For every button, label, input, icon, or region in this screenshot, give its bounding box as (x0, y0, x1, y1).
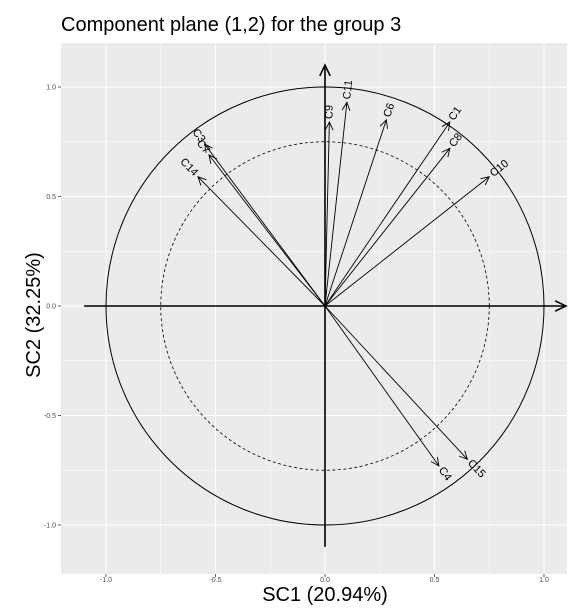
vector-c15-head (458, 450, 469, 461)
x-tick-label: 0.5 (430, 577, 440, 584)
chart-title: Component plane (1,2) for the group 3 (61, 14, 401, 36)
vector-c6: C6 (324, 102, 397, 307)
axis-ticks: -1.0 -0.5 0.0 0.5 1.0 -1.0 -0.5 0.0 0.5 1.0 (44, 85, 549, 585)
vector-label-c6: C6 (381, 102, 397, 119)
vector-c7-head (208, 154, 218, 164)
vector-c1-shaft (324, 121, 451, 307)
y-axis-title: SC2 (32.25%) (23, 252, 45, 378)
vector-label-c11: C11 (341, 79, 355, 100)
vector-c10-shaft (324, 176, 490, 307)
y-tick-label: 0.0 (46, 304, 56, 311)
x-tick-label: 0.0 (320, 577, 330, 584)
vector-c11-head (341, 101, 351, 111)
vector-c14-shaft (197, 176, 326, 307)
y-tick-label: -0.5 (44, 413, 56, 420)
vector-c10-head (480, 176, 491, 186)
vector-c14-head (197, 176, 207, 186)
vector-c9: C9 (323, 105, 336, 307)
vector-c3: C3 (190, 127, 326, 307)
vector-c3-shaft (204, 143, 326, 307)
x-tick-label: -0.5 (209, 577, 221, 584)
vector-c3-head (203, 143, 213, 153)
vector-c1-head (441, 121, 451, 132)
vector-c11: C11 (324, 79, 355, 307)
vector-c9-head (324, 121, 334, 131)
vector-c7-shaft (208, 154, 326, 307)
y-tick-label: -1.0 (44, 523, 56, 530)
vector-c4-shaft (324, 305, 440, 467)
vector-label-c9: C9 (323, 105, 335, 119)
y-tick-label: 0.5 (46, 194, 56, 201)
vector-c11-shaft (324, 102, 348, 307)
vector-c15-shaft (324, 305, 468, 460)
x-zero-axis-head (554, 300, 568, 312)
vector-c4-head (430, 456, 440, 467)
x-axis-title: SC1 (20.94%) (262, 584, 388, 606)
vector-c6-head (379, 118, 388, 129)
vector-c6-shaft (324, 119, 387, 307)
x-tick-label: -1.0 (100, 577, 112, 584)
y-tick-label: 1.0 (46, 85, 56, 92)
vector-c8-shaft (324, 148, 451, 307)
vector-c9-shaft (324, 122, 330, 307)
x-tick-label: 1.0 (539, 577, 549, 584)
minor-gridlines (61, 43, 567, 574)
vector-c8-head (441, 147, 451, 158)
plot-panel (61, 43, 567, 574)
y-zero-axis-head (319, 63, 331, 77)
